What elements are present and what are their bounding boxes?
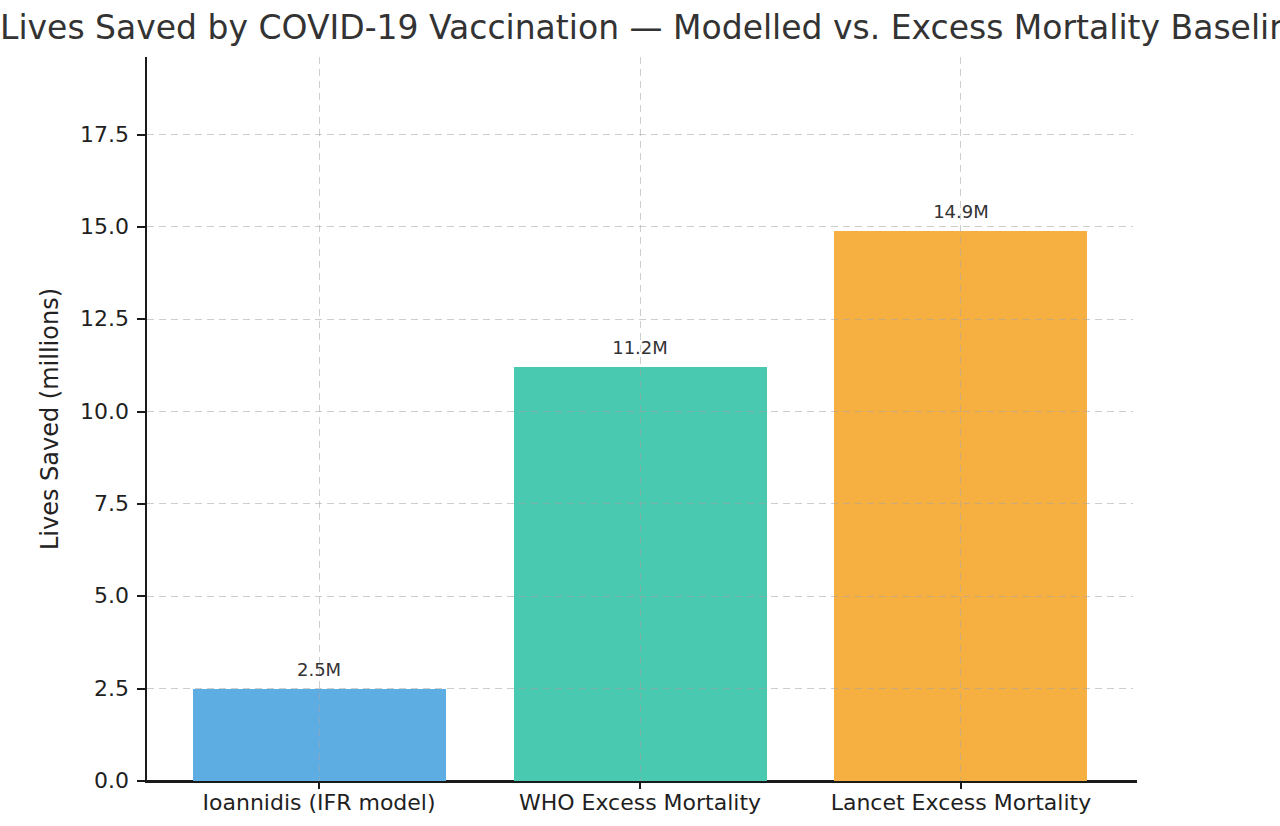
bar-value-label: 2.5M: [239, 659, 399, 681]
y-tick-mark: [137, 688, 145, 690]
bar-1: [193, 689, 446, 781]
y-tick-mark: [137, 780, 145, 782]
y-tick-mark: [137, 226, 145, 228]
x-tick-label: Ioannidis (IFR model): [149, 790, 489, 816]
y-tick-mark: [137, 503, 145, 505]
bar-value-label: 14.9M: [881, 201, 1041, 223]
bar-value-label: 11.2M: [560, 337, 720, 359]
y-tick-label: 7.5: [49, 491, 129, 517]
y-tick-label: 0.0: [49, 768, 129, 794]
x-tick-mark: [318, 781, 320, 789]
y-tick-label: 12.5: [49, 306, 129, 332]
y-tick-label: 17.5: [49, 122, 129, 148]
y-tick-label: 5.0: [49, 583, 129, 609]
chart-figure: Lives Saved by COVID-19 Vaccination — Mo…: [0, 0, 1280, 826]
x-tick-mark: [960, 781, 962, 789]
y-tick-mark: [137, 411, 145, 413]
y-gridline: [147, 134, 1133, 135]
bar-3: [834, 231, 1087, 781]
x-tick-mark: [639, 781, 641, 789]
y-tick-label: 15.0: [49, 214, 129, 240]
y-tick-label: 2.5: [49, 676, 129, 702]
x-tick-label: WHO Excess Mortality: [470, 790, 810, 816]
y-tick-mark: [137, 318, 145, 320]
chart-title: Lives Saved by COVID-19 Vaccination — Mo…: [0, 8, 1280, 47]
y-tick-mark: [137, 134, 145, 136]
y-tick-label: 10.0: [49, 399, 129, 425]
bar-2: [514, 367, 767, 781]
y-gridline: [147, 226, 1133, 227]
y-tick-mark: [137, 595, 145, 597]
y-axis-spine: [145, 57, 147, 783]
x-tick-label: Lancet Excess Mortality: [791, 790, 1131, 816]
